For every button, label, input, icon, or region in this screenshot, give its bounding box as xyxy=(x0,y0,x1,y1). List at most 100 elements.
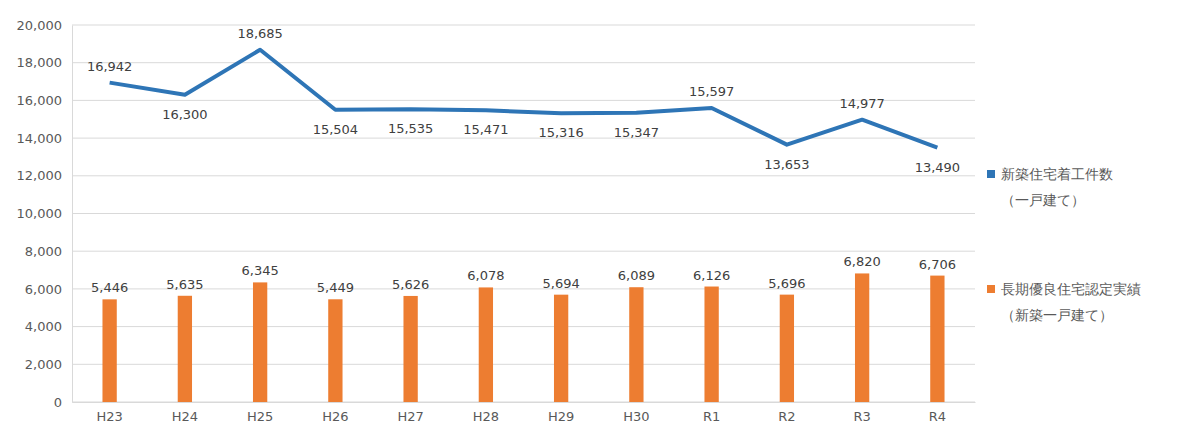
y-tick: 4,000 xyxy=(25,319,72,334)
grid-line xyxy=(72,364,975,365)
x-axis: H23 H24 H25 H26 H27 H28 H29 H30 R1 R2 R3 R4 xyxy=(73,402,976,424)
plot-area xyxy=(102,50,944,402)
x-axis-line xyxy=(73,402,976,403)
data-label: 5,696 xyxy=(768,276,805,291)
x-tick: H27 xyxy=(397,402,423,424)
y-axis: 0 2,000 4,000 6,000 8,000 10,000 12,000 14,000 1… xyxy=(17,18,73,410)
x-tick: H25 xyxy=(247,402,273,424)
y-tick: 14,000 xyxy=(17,131,73,146)
bar xyxy=(704,287,718,402)
x-tick: H23 xyxy=(96,402,122,424)
legend-swatch xyxy=(987,285,995,293)
bar xyxy=(855,273,869,402)
legend: 新築住宅着工件数（一戸建て）長期優良住宅認定実績（新築一戸建て） xyxy=(987,166,1141,323)
x-tick-label: H28 xyxy=(473,409,499,424)
x-tick-label: R2 xyxy=(778,409,795,424)
data-label: 15,347 xyxy=(614,125,660,140)
bar xyxy=(554,295,568,402)
legend-label: 新築住宅着工件数（一戸建て） xyxy=(1001,166,1113,208)
data-label: 15,471 xyxy=(463,122,509,137)
y-tick-label: 8,000 xyxy=(25,244,62,259)
grid-line xyxy=(72,25,975,26)
grid-line xyxy=(72,402,975,403)
y-tick: 8,000 xyxy=(25,244,72,259)
data-labels: 5,446 5,635 6,345 5,449 5,626 6,078 5,694 6,089… xyxy=(87,26,960,296)
data-label: 5,449 xyxy=(317,280,354,295)
bar xyxy=(102,299,116,402)
x-tick-label: R3 xyxy=(853,409,870,424)
grid-line xyxy=(72,62,975,63)
grid-line xyxy=(72,326,975,327)
bar xyxy=(479,287,493,402)
data-label: 6,345 xyxy=(242,263,279,278)
x-tick-label: H25 xyxy=(247,409,273,424)
y-tick: 10,000 xyxy=(17,206,73,221)
x-tick: R2 xyxy=(778,402,795,424)
data-label: 13,653 xyxy=(764,157,810,172)
y-tick: 0 xyxy=(54,395,72,410)
data-label: 15,597 xyxy=(689,84,735,99)
y-tick-label: 6,000 xyxy=(25,282,62,297)
grid-line xyxy=(72,251,975,252)
line xyxy=(110,50,938,148)
x-tick-label: H26 xyxy=(322,409,348,424)
data-label: 6,089 xyxy=(618,268,655,283)
data-label: 15,504 xyxy=(313,122,359,137)
x-tick-label: H29 xyxy=(548,409,574,424)
y-axis-line xyxy=(72,26,73,403)
grid xyxy=(72,25,975,402)
data-label: 14,977 xyxy=(839,96,885,111)
bar xyxy=(403,296,417,402)
y-tick-label: 18,000 xyxy=(17,55,63,70)
y-tick: 12,000 xyxy=(17,168,73,183)
y-tick-label: 12,000 xyxy=(17,168,63,183)
y-tick-label: 0 xyxy=(54,395,62,410)
bar xyxy=(780,295,794,402)
bar xyxy=(328,299,342,402)
x-tick-label: R4 xyxy=(929,409,946,424)
bar xyxy=(930,276,944,402)
data-label: 16,942 xyxy=(87,59,133,74)
x-tick-label: R1 xyxy=(703,409,720,424)
data-label: 18,685 xyxy=(237,26,283,41)
y-tick-label: 2,000 xyxy=(25,357,62,372)
y-tick: 18,000 xyxy=(17,55,73,70)
data-label: 5,694 xyxy=(543,276,580,291)
y-tick-label: 10,000 xyxy=(17,206,63,221)
data-label: 5,626 xyxy=(392,277,429,292)
x-tick-label: H27 xyxy=(397,409,423,424)
y-tick-label: 16,000 xyxy=(17,93,63,108)
y-tick: 16,000 xyxy=(17,93,73,108)
legend-swatch xyxy=(987,170,995,178)
grid-line xyxy=(72,288,975,289)
chart: 0 2,000 4,000 6,000 8,000 10,000 12,000 14,000 1… xyxy=(0,0,1200,448)
y-tick: 20,000 xyxy=(17,18,73,33)
y-tick-label: 4,000 xyxy=(25,319,62,334)
data-label: 15,535 xyxy=(388,121,434,136)
y-tick-label: 14,000 xyxy=(17,131,63,146)
x-tick: H29 xyxy=(548,402,574,424)
bar xyxy=(629,287,643,402)
x-tick: H28 xyxy=(473,402,499,424)
data-label: 15,316 xyxy=(538,125,584,140)
data-label: 16,300 xyxy=(162,107,208,122)
bar xyxy=(178,296,192,402)
data-label: 5,635 xyxy=(166,277,203,292)
data-label: 5,446 xyxy=(91,280,128,295)
data-label: 13,490 xyxy=(915,160,961,175)
x-tick: H24 xyxy=(172,402,198,424)
x-tick: R4 xyxy=(929,402,946,424)
x-tick: R1 xyxy=(703,402,720,424)
x-tick-label: H24 xyxy=(172,409,198,424)
data-label: 6,820 xyxy=(844,254,881,269)
data-label: 6,078 xyxy=(467,268,504,283)
x-tick: R3 xyxy=(853,402,870,424)
x-tick: H26 xyxy=(322,402,348,424)
grid-line xyxy=(72,213,975,214)
x-tick: H30 xyxy=(623,402,649,424)
data-label: 6,706 xyxy=(919,257,956,272)
data-label: 6,126 xyxy=(693,268,730,283)
y-tick-label: 20,000 xyxy=(17,18,63,33)
grid-line xyxy=(72,175,975,176)
y-tick: 6,000 xyxy=(25,282,72,297)
